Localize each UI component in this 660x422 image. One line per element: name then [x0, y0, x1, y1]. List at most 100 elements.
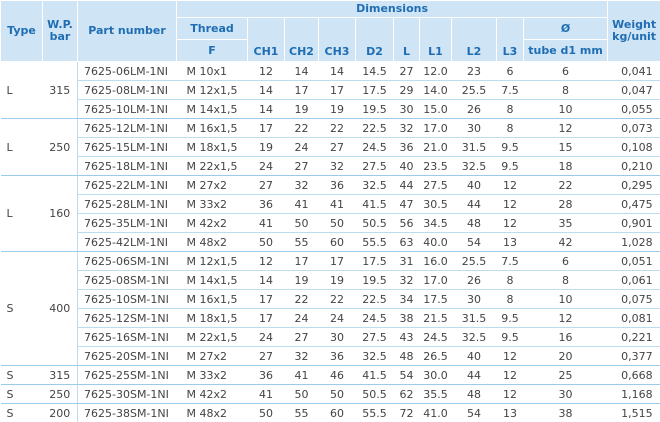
dim-cell: 41.5	[355, 365, 394, 385]
table-row: 7625-10SM-1NI M 16x1,5 17 22 22 22.5 34 17.5 30 8…	[1, 289, 660, 309]
part-cell: 7625-35LM-1NI	[77, 213, 177, 233]
pressure-cell: 250	[42, 118, 78, 176]
dim-cell: 30.0	[419, 365, 452, 385]
header-cell: Ø	[522, 17, 609, 40]
dim-cell: 21.5	[419, 308, 452, 328]
dim-cell: 9.5	[496, 327, 524, 347]
part-cell: 7625-22LM-1NI	[77, 175, 177, 195]
weight-cell: 1,168	[607, 384, 660, 404]
header-cell: tube d1 mm	[522, 39, 609, 62]
tube-cell: 20	[523, 346, 608, 366]
dim-cell: 50	[318, 384, 356, 404]
header-row: Thread CH1 CH2 CH3 D2 L L1 L2 L3 Ø	[1, 17, 660, 62]
table-row: L 160 7625-22LM-1NI M 27x2 27 32 36 32.5 44 27.5 4…	[0, 175, 660, 252]
table-row: S 400 7625-06SM-1NI M 12x1,5 12 17 17 17.5 31 16.…	[0, 251, 660, 366]
dim-cell: 32	[284, 175, 319, 195]
dim-cell: 55.5	[355, 232, 394, 252]
weight-cell: 0,475	[607, 194, 660, 214]
dim-cell: 27	[247, 346, 285, 366]
table-row: S 250 7625-30SM-1NI M 42x2 41 50 50 50.5 62 35.5 4…	[0, 384, 660, 404]
weight-cell: 0,081	[607, 308, 660, 328]
table-body: L 315 7625-06LM-1NI M 10x1 12 14 14 14.5 27 12.0 2…	[0, 61, 660, 422]
dim-cell: 54	[451, 232, 497, 252]
dim-cell: 22	[284, 289, 319, 309]
dim-cell: 12	[496, 365, 524, 385]
dim-cell: 17	[284, 80, 319, 100]
dim-cell: 30	[451, 118, 497, 138]
header-cell: Part number	[77, 0, 177, 62]
table-row: 7625-10LM-1NI M 14x1,5 14 19 19 19.5 30 15.0 26 8…	[1, 99, 660, 119]
thread-cell: M 33x2	[176, 194, 248, 214]
dim-cell: 32.5	[451, 156, 497, 176]
dim-cell: 24	[284, 308, 319, 328]
dim-cell: 13	[496, 403, 524, 422]
tube-cell: 8	[523, 270, 608, 290]
header-cell: Type	[0, 0, 43, 62]
dim-cell: 41	[247, 213, 285, 233]
dim-cell: 12	[496, 384, 524, 404]
table-row: 7625-35LM-1NI M 42x2 41 50 50 50.5 56 34.5 48 12 3…	[1, 213, 660, 233]
thread-cell: M 10x1	[176, 61, 248, 81]
dim-cell: 54	[451, 403, 497, 422]
dim-cell: 54	[393, 365, 420, 385]
tube-cell: 12	[523, 308, 608, 328]
type-cell: L	[0, 175, 43, 252]
dim-cell: 34.5	[419, 213, 452, 233]
dim-cell: 24	[318, 308, 356, 328]
dim-cell: 14	[247, 99, 285, 119]
dim-cell: 9.5	[496, 137, 524, 157]
dim-cell: 9.5	[496, 308, 524, 328]
dim-cell: 31	[393, 251, 420, 271]
header-cell: Thread	[176, 17, 248, 40]
dim-cell: 24.5	[355, 137, 394, 157]
dim-cell: 17	[318, 80, 356, 100]
dim-cell: 48	[451, 213, 497, 233]
pressure-cell: 250	[42, 384, 78, 404]
dim-cell: 30	[393, 99, 420, 119]
dim-cell: 32	[318, 156, 356, 176]
thread-cell: M 27x2	[176, 346, 248, 366]
tube-cell: 38	[523, 403, 608, 422]
dim-cell: 27	[318, 137, 356, 157]
dim-cell: 41	[284, 194, 319, 214]
table-row: L 250 7625-12LM-1NI M 16x1,5 17 22 22 22.5 32 17.…	[0, 118, 660, 176]
header-row: Type W.P. bar Part number Dimensions Weight …	[0, 0, 660, 62]
dim-cell: 35.5	[419, 384, 452, 404]
weight-cell: 0,668	[607, 365, 660, 385]
tube-cell: 30	[523, 384, 608, 404]
dim-cell: 17.0	[419, 118, 452, 138]
dim-cell: 41	[247, 384, 285, 404]
dim-cell: 32	[284, 346, 319, 366]
dim-cell: 22	[284, 118, 319, 138]
dim-cell: 50	[284, 384, 319, 404]
dim-cell: 36	[247, 365, 285, 385]
dim-cell: 6	[496, 61, 524, 81]
dim-cell: 23	[451, 61, 497, 81]
table-row: S 315 7625-25SM-1NI M 33x2 36 41 46 41.5 54 30.0 4…	[0, 365, 660, 385]
weight-cell: 0,108	[607, 137, 660, 157]
dim-cell: 27	[247, 175, 285, 195]
thread-cell: M 14x1,5	[176, 270, 248, 290]
dim-cell: 55	[284, 403, 319, 422]
dim-cell: 44	[393, 175, 420, 195]
tube-cell: 16	[523, 327, 608, 347]
part-cell: 7625-20SM-1NI	[77, 346, 177, 366]
dim-cell: 27.5	[419, 175, 452, 195]
dim-cell: 34	[393, 289, 420, 309]
table-row: 7625-08LM-1NI M 12x1,5 14 17 17 17.5 29 14.0 25.…	[1, 80, 660, 100]
thread-cell: M 12x1,5	[176, 251, 248, 271]
tube-cell: 18	[523, 156, 608, 176]
weight-cell: 0,051	[607, 251, 660, 271]
part-cell: 7625-18LM-1NI	[77, 156, 177, 176]
dim-cell: 40	[451, 346, 497, 366]
dim-cell: 50	[247, 403, 285, 422]
thread-cell: M 42x2	[176, 213, 248, 233]
part-cell: 7625-30SM-1NI	[77, 384, 177, 404]
thread-cell: M 18x1,5	[176, 308, 248, 328]
header-cell: CH2	[284, 17, 319, 62]
dim-cell: 44	[451, 365, 497, 385]
dim-cell: 36	[318, 346, 356, 366]
dim-cell: 27.5	[355, 327, 394, 347]
